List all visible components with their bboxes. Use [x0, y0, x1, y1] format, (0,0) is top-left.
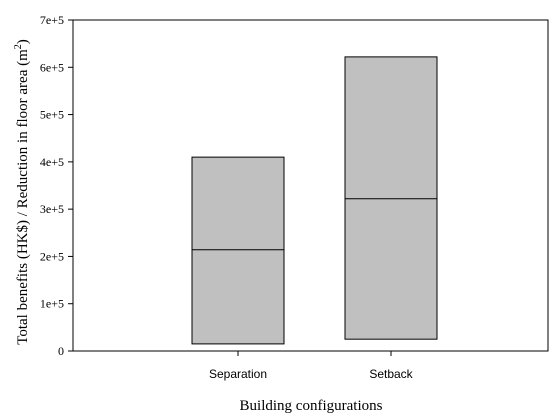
y-tick-label: 2e+5	[40, 249, 64, 263]
y-tick-label: 4e+5	[40, 155, 64, 169]
x-axis-title: Building configurations	[240, 398, 383, 414]
y-axis-title-superscript: 2	[13, 44, 24, 49]
plot-frame	[72, 19, 549, 352]
y-tick-label: 5e+5	[40, 108, 64, 122]
plot-area	[72, 19, 549, 352]
y-tick-label: 1e+5	[40, 297, 64, 311]
y-tick-label: 6e+5	[40, 60, 64, 74]
y-axis-title-main: Total benefits (HK$) / Reduction in floo…	[15, 49, 31, 345]
y-axis-title-close: )	[15, 39, 31, 44]
x-tick-label-setback: Setback	[369, 367, 413, 381]
y-tick-label: 3e+5	[40, 202, 64, 216]
y-tick-label: 7e+5	[40, 13, 64, 27]
boxes	[191, 56, 438, 345]
box-separation	[191, 156, 285, 345]
x-tick-label-separation: Separation	[209, 367, 267, 381]
y-tick-label: 0	[58, 344, 64, 358]
y-axis-title: Total benefits (HK$) / Reduction in floo…	[13, 39, 31, 345]
x-axis: Separation Setback	[209, 351, 414, 381]
y-axis: 0 1e+5 2e+5 3e+5 4e+5 5e+5 6e+5 7e+5	[40, 13, 73, 358]
box-setback	[344, 56, 438, 340]
